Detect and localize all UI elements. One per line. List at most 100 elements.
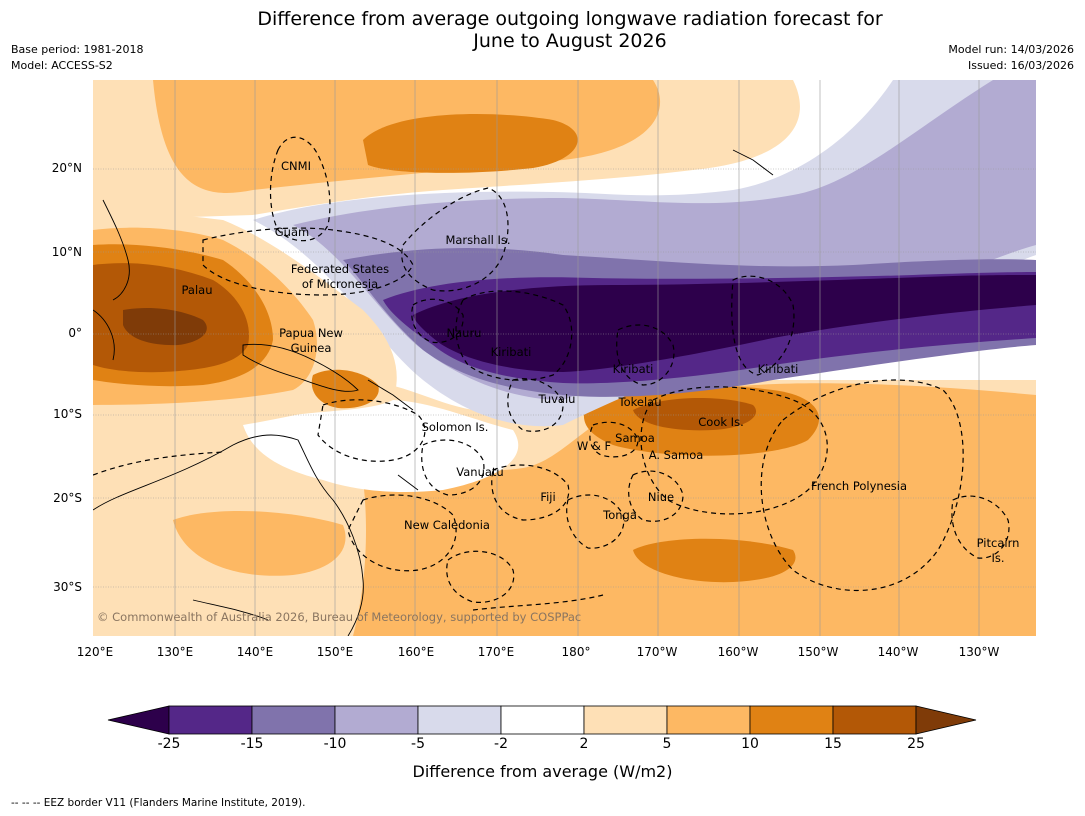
cb-tick-15: 15 (824, 736, 842, 752)
anomaly-fill-purple-25 (413, 275, 1036, 372)
label-palau: Palau (181, 283, 213, 297)
lat-tick-20s: 20°S (53, 491, 82, 505)
eez-frpoly (760, 379, 964, 592)
lon-tick-130w: 130°W (958, 645, 1000, 659)
eez-vanuatu (421, 439, 485, 496)
model-run: Model run: 14/03/2026 (948, 43, 1074, 56)
graticule (93, 168, 1036, 588)
eez-kiribati-c (616, 324, 675, 386)
eez-newcal-south (446, 550, 515, 603)
label-kiribati-c: Kiribati (612, 362, 654, 376)
label-nauru: Nauru (446, 326, 482, 340)
map-panel (93, 80, 1036, 636)
philippines-coast (102, 199, 130, 301)
label-cook: Cook Is. (698, 415, 744, 429)
label-french-polynesia: French Polynesia (810, 479, 908, 493)
eez-australia (93, 451, 224, 476)
label-samoa: Samoa (615, 431, 655, 445)
lon-tick-150w: 150°W (797, 645, 839, 659)
label-png-2: Guinea (290, 341, 332, 355)
title-line-2: June to August 2026 (473, 30, 667, 52)
png-coast (242, 343, 359, 392)
label-wallis-futuna: W & F (576, 439, 612, 453)
label-fsm-1: Federated States (290, 262, 390, 276)
issued-date: Issued: 16/03/2026 (967, 59, 1074, 72)
model-name: Model: ACCESS-S2 (11, 59, 113, 72)
copyright-notice: © Commonwealth of Australia 2026, Bureau… (97, 610, 582, 624)
label-tuvalu: Tuvalu (538, 392, 576, 406)
label-fsm-2: of Micronesia (301, 277, 379, 291)
hawaii-coast (732, 149, 774, 176)
eez-fsm (202, 227, 414, 296)
eez-tonga (566, 494, 625, 549)
coastlines (93, 149, 774, 636)
cb-tick-10: 10 (741, 736, 759, 752)
eez-samoa (589, 421, 639, 458)
label-png-1: Papua New (279, 326, 343, 340)
eez-niue (628, 470, 684, 522)
eez-cnmi (269, 136, 331, 242)
lon-tick-140e: 140°E (236, 645, 274, 659)
label-marshall: Marshall Is. (445, 233, 511, 247)
eez-marshall (401, 187, 509, 292)
colorbar-title: Difference from average (W/m2) (412, 762, 673, 781)
eez-borders (93, 136, 1010, 611)
lat-tick-equator: 0° (68, 326, 82, 340)
label-solomon: Solomon Is. (421, 420, 489, 434)
eez-pitcairn (951, 495, 1010, 559)
lat-tick-30s: 30°S (53, 580, 82, 594)
lon-tick-150e: 150°E (316, 645, 354, 659)
anomaly-fill-north-core (363, 114, 578, 173)
label-fiji: Fiji (540, 490, 556, 504)
title-line-1: Difference from average outgoing longwav… (257, 8, 883, 30)
colorbar-extend-high (915, 705, 977, 735)
label-vanuatu: Vanuatu (456, 465, 504, 479)
cb-tick-2: 2 (579, 736, 589, 752)
colorbar-segment (417, 705, 502, 735)
colorbar-segment (334, 705, 419, 735)
lon-tick-170w: 170°W (636, 645, 678, 659)
eez-south-link (472, 594, 604, 611)
meta-right: Model run: 14/03/2026 Issued: 16/03/2026 (948, 42, 1074, 74)
label-cnmi: CNMI (281, 159, 311, 173)
nz-coast (192, 599, 269, 621)
eez-cook (640, 386, 828, 515)
lon-tick-160w: 160°W (717, 645, 759, 659)
colorbar (107, 705, 977, 735)
meridians (174, 80, 980, 636)
label-guam: Guam (274, 225, 310, 239)
cb-tick-neg15: -15 (240, 736, 264, 752)
anomaly-fill-cook-15 (633, 398, 757, 431)
meta-left: Base period: 1981-2018 Model: ACCESS-S2 (11, 42, 143, 74)
newcal-coast (397, 474, 419, 491)
eez-kiribati-w (455, 290, 573, 381)
eez-kiribati-e (731, 275, 795, 376)
cb-tick-25: 25 (907, 736, 925, 752)
cb-tick-neg10: -10 (323, 736, 347, 752)
label-kiribati-w: Kiribati (490, 345, 532, 359)
colorbar-segment (666, 705, 751, 735)
lon-tick-180: 180° (561, 645, 591, 659)
colorbar-segment (168, 705, 253, 735)
lon-tick-160e: 160°E (397, 645, 435, 659)
eez-solomon (317, 399, 426, 462)
lon-tick-120e: 120°E (76, 645, 114, 659)
eez-tuvalu (507, 378, 564, 432)
cb-tick-neg25: -25 (157, 736, 181, 752)
lon-tick-130e: 130°E (156, 645, 194, 659)
label-american-samoa: A. Samoa (648, 448, 704, 462)
cb-tick-5: 5 (662, 736, 672, 752)
australia-coast (93, 434, 364, 636)
colorbar-segment (583, 705, 668, 735)
colorbar-segment (749, 705, 834, 735)
label-new-caledonia: New Caledonia (404, 518, 490, 532)
cb-tick-neg2: -2 (494, 736, 508, 752)
colorbar-segment (832, 705, 917, 735)
olr-map (93, 80, 1036, 636)
chart-title: Difference from average outgoing longwav… (0, 8, 1085, 52)
borneo-coast (93, 309, 115, 361)
lon-tick-170e: 170°E (477, 645, 515, 659)
colorbar-extend-low (107, 705, 170, 735)
label-niue: Niue (647, 490, 675, 504)
lat-tick-10n: 10°N (51, 245, 82, 259)
